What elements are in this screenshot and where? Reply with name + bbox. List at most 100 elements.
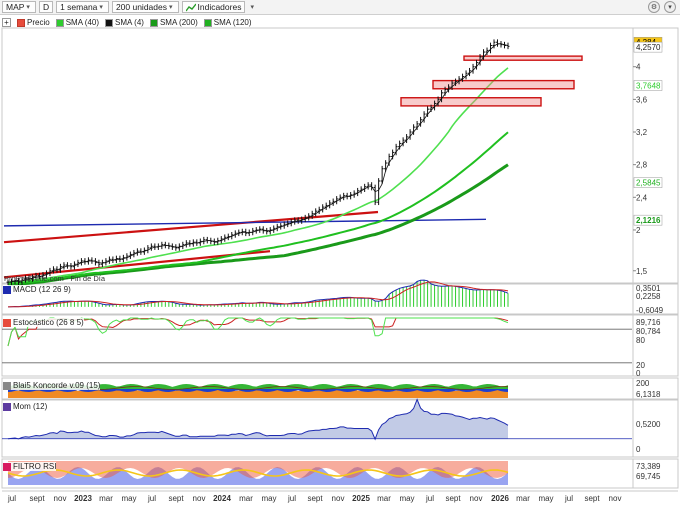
x-tick-label: jul xyxy=(7,494,16,503)
indicators-button[interactable]: Indicadores xyxy=(181,1,246,13)
x-tick-label: nov xyxy=(470,494,483,503)
period-label: 1 semana xyxy=(60,2,98,12)
price-swatch-icon xyxy=(17,18,25,27)
stoch-panel xyxy=(1,314,679,377)
legend-item[interactable]: SMA (200) xyxy=(149,18,198,27)
settings-icon[interactable]: ⚙ xyxy=(648,1,660,13)
support-zone xyxy=(400,97,542,107)
x-tick-label: jul xyxy=(147,494,156,503)
price-badge-label: 3,7648 xyxy=(636,81,661,90)
koncorde-label: 200 xyxy=(636,379,650,388)
chevron-down-icon[interactable]: ▾ xyxy=(664,1,676,13)
watermark: ProRealTime.com - Fin de Día xyxy=(4,274,106,283)
x-tick-label: mar xyxy=(239,494,253,503)
rsi-red-area xyxy=(8,461,508,478)
legend-item[interactable]: SMA (40) xyxy=(55,18,100,27)
price-badge-label: 2,5845 xyxy=(636,179,661,188)
mom-swatch-icon xyxy=(3,402,11,411)
koncorde-swatch-icon xyxy=(3,381,11,390)
ticker-label: MAP xyxy=(6,2,25,12)
stoch-title-label: Estocástico (26 8 5) xyxy=(13,318,84,327)
legend-label: SMA (40) xyxy=(65,18,100,27)
rsi-title-label: FILTRO RSI xyxy=(13,462,57,471)
y-tick-label: 3,2 xyxy=(636,128,648,137)
x-tick-label: sept xyxy=(307,494,323,503)
sma200-swatch-icon xyxy=(149,18,158,27)
rsi-label: 73,389 xyxy=(636,462,661,471)
price-badge-label: 2,1216 xyxy=(636,216,661,225)
x-tick-label: nov xyxy=(609,494,622,503)
macd-swatch-icon xyxy=(3,285,11,294)
units-selector[interactable]: 200 unidades ▾ xyxy=(111,1,179,13)
legend-label: SMA (4) xyxy=(115,18,144,27)
chevron-down-icon: ▾ xyxy=(168,4,173,11)
rsi-panel xyxy=(1,458,679,489)
legend-label: Precio xyxy=(27,18,50,27)
sma4-line xyxy=(7,43,509,283)
sma120-line xyxy=(7,131,509,285)
y-tick-label: 1,5 xyxy=(636,267,648,276)
y-tick-label: 2 xyxy=(636,226,641,235)
sma40-line xyxy=(7,67,509,283)
legend-label: SMA (120) xyxy=(213,18,252,27)
sma4-swatch-icon xyxy=(105,18,114,27)
y-tick-label: 2,8 xyxy=(636,161,648,170)
price-badge xyxy=(633,214,663,226)
red-trendline-2 xyxy=(3,250,271,279)
price-badge xyxy=(633,80,663,91)
x-tick-label: nov xyxy=(332,494,345,503)
x-tick-label: sept xyxy=(29,494,45,503)
x-tick-label: sept xyxy=(584,494,600,503)
x-tick-label: 2025 xyxy=(352,494,370,503)
ticker-selector[interactable]: MAP ▾ xyxy=(2,1,36,13)
momentum-label: 0 xyxy=(636,445,641,454)
x-tick-label: mar xyxy=(99,494,113,503)
macd-panel xyxy=(1,283,679,315)
sma120-swatch-icon xyxy=(203,18,212,27)
support-zone xyxy=(463,55,583,61)
x-tick-label: mar xyxy=(377,494,391,503)
red-trendline-1 xyxy=(3,210,379,244)
momentum-label: 0,5200 xyxy=(636,420,661,429)
macd-signal-line xyxy=(7,281,509,308)
x-tick-label: mar xyxy=(516,494,530,503)
rsi-blue-area xyxy=(8,467,508,485)
toolbar: MAP ▾ D 1 semana ▾ 200 unidades ▾ Indica… xyxy=(0,0,680,15)
daily-toggle-button[interactable]: D xyxy=(38,1,54,13)
x-tick-label: sept xyxy=(168,494,184,503)
koncorde-title: Blai5 Koncorde v.09 (15) xyxy=(3,381,101,390)
macd-label: -0,6049 xyxy=(636,306,664,315)
x-tick-label: 2023 xyxy=(74,494,92,503)
sma200-line xyxy=(7,163,509,287)
units-label: 200 unidades xyxy=(115,2,167,12)
rsi-yellow-line xyxy=(7,469,509,477)
mom-title: Mom (12) xyxy=(3,402,48,411)
mom-panel xyxy=(1,399,679,458)
x-tick-label: may xyxy=(399,494,414,503)
x-tick-label: jul xyxy=(564,494,573,503)
macd-label: 0,2258 xyxy=(636,292,661,301)
chevron-down-icon[interactable]: ▾ xyxy=(250,4,254,11)
stoch-label: 80 xyxy=(636,336,645,345)
macd-title-label: MACD (12 26 9) xyxy=(13,285,71,294)
indicators-icon xyxy=(185,3,196,11)
period-selector[interactable]: 1 semana ▾ xyxy=(56,1,109,13)
mom-title-label: Mom (12) xyxy=(13,402,48,411)
x-tick-label: sept xyxy=(445,494,461,503)
legend-item[interactable]: SMA (120) xyxy=(203,18,252,27)
legend-add-icon[interactable]: + xyxy=(2,18,11,27)
koncorde-green-band xyxy=(8,384,508,389)
price-badge xyxy=(633,177,663,188)
y-tick-label: 3,6 xyxy=(636,95,648,104)
y-tick-label: 4 xyxy=(636,63,641,72)
chevron-down-icon: ▾ xyxy=(99,4,103,11)
koncorde-label: 6,1318 xyxy=(636,390,661,399)
x-tick-label: 2026 xyxy=(491,494,509,503)
koncorde-panel xyxy=(1,377,679,400)
legend-item[interactable]: SMA (4) xyxy=(105,18,144,27)
koncorde-title-label: Blai5 Koncorde v.09 (15) xyxy=(13,381,101,390)
legend-item[interactable]: Precio xyxy=(17,18,50,27)
koncorde-blue-band xyxy=(8,389,508,392)
indicators-label: Indicadores xyxy=(197,2,242,12)
